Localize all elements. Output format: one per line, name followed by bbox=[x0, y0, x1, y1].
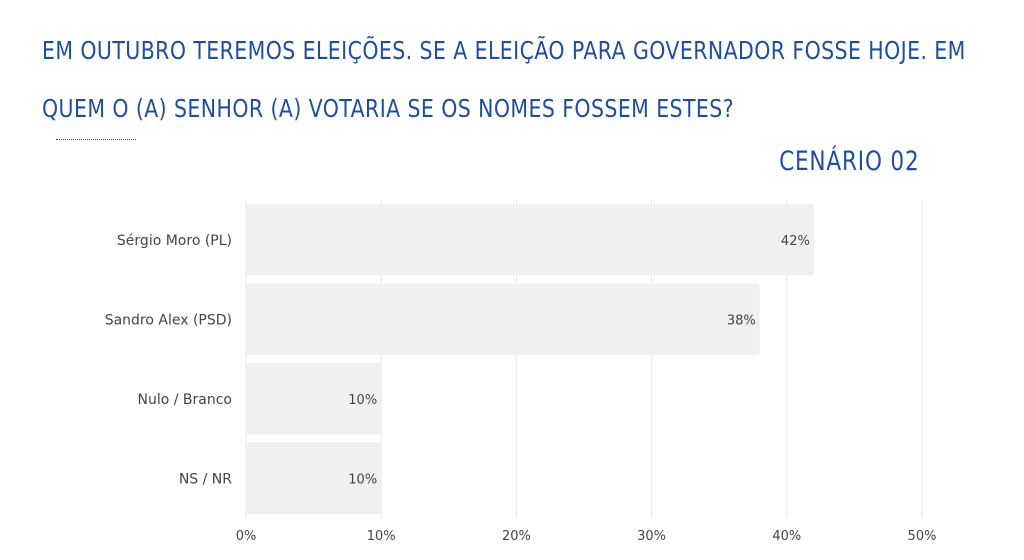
x-tick-label: 20% bbox=[502, 529, 531, 544]
data-label: 10% bbox=[348, 472, 377, 487]
bar bbox=[246, 283, 760, 356]
x-tick-label: 0% bbox=[236, 529, 257, 544]
bar bbox=[246, 203, 814, 276]
title-underline bbox=[56, 139, 136, 140]
x-tick-label: 40% bbox=[772, 529, 801, 544]
scenario-label: CENÁRIO 02 bbox=[778, 146, 919, 177]
x-tick-label: 30% bbox=[637, 529, 666, 544]
x-tick-label: 50% bbox=[908, 529, 937, 544]
category-label: NS / NR bbox=[179, 471, 232, 487]
x-tick-label: 10% bbox=[367, 529, 396, 544]
category-label: Sandro Alex (PSD) bbox=[105, 312, 232, 328]
data-label: 42% bbox=[781, 234, 810, 249]
bars bbox=[246, 203, 814, 515]
labels: 0% 10% 20% 30% 40% 50% Sérgio Moro (PL) 42% Sand… bbox=[105, 233, 937, 544]
data-label: 38% bbox=[727, 313, 756, 328]
bar bbox=[246, 442, 382, 515]
bar bbox=[246, 362, 382, 435]
chart-title-line-2: QUEM O (A) SENHOR (A) VOTARIA SE OS NOME… bbox=[42, 94, 735, 123]
category-label: Sérgio Moro (PL) bbox=[117, 233, 232, 249]
data-label: 10% bbox=[348, 393, 377, 408]
category-label: Nulo / Branco bbox=[138, 392, 233, 408]
